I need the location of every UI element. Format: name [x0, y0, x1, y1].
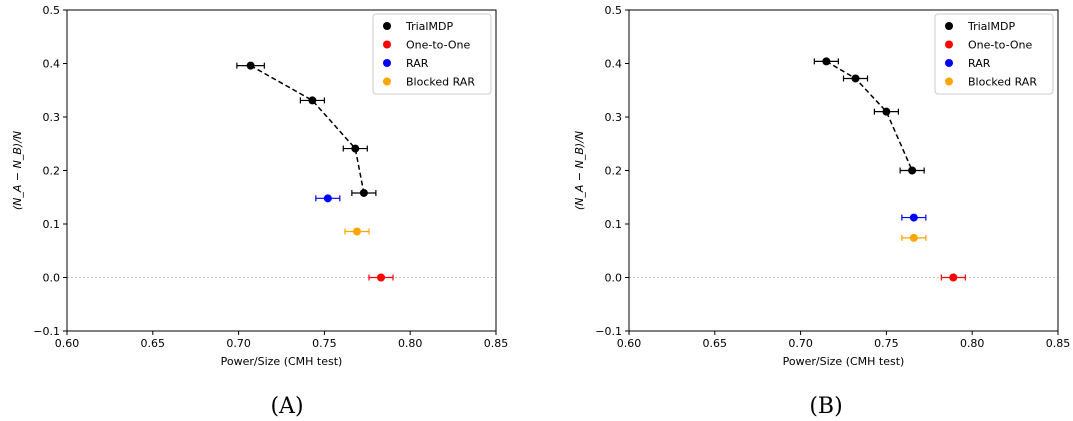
- x-tick-label: 0.80: [398, 337, 423, 350]
- y-tick-label: 0.5: [43, 4, 61, 17]
- y-tick-label: 0.4: [605, 58, 623, 71]
- legend-marker: [945, 77, 953, 86]
- legend-entry-label: One-to-One: [406, 39, 471, 52]
- x-tick-label: 0.65: [141, 337, 166, 350]
- series-rar: [901, 213, 927, 222]
- series-trialmdp: [813, 57, 925, 175]
- y-tick-label: 0.5: [605, 4, 623, 17]
- legend-entry-label: One-to-One: [968, 39, 1033, 52]
- legend-box: [372, 13, 492, 95]
- series-line: [825, 60, 913, 171]
- series-line: [250, 64, 365, 194]
- data-point: [351, 144, 360, 153]
- y-tick-label: 0.0: [605, 272, 623, 285]
- legend-entry-label: RAR: [406, 57, 429, 70]
- data-point: [851, 74, 860, 83]
- x-tick-label: 0.60: [617, 337, 642, 350]
- chart-panel-b: 0.60 0.65 0.70 0.75 0.80 0.85 −0.1 0.0 0.1 0.2 0.3…: [573, 4, 1070, 419]
- legend-marker: [945, 59, 953, 67]
- x-tick-label: 0.75: [874, 337, 899, 350]
- legend-marker: [383, 59, 391, 67]
- legend: TrialMDP One-to-One RAR Blocked RAR: [372, 13, 492, 95]
- legend-marker: [945, 40, 953, 49]
- x-tick-label: 0.60: [55, 337, 80, 350]
- series-one-to-one: [940, 273, 966, 282]
- legend-entry-label: RAR: [968, 57, 991, 70]
- legend-entry-label: TrialMDP: [967, 20, 1015, 33]
- data-point: [909, 213, 918, 222]
- chart-panel-a: 0.60 0.65 0.70 0.75 0.80 0.85 −0.1 0.0 0.1 0.2 0.3…: [11, 4, 508, 419]
- y-tick-label: 0.3: [605, 111, 623, 124]
- legend-marker: [383, 22, 391, 30]
- data-point: [949, 273, 958, 282]
- data-point: [908, 166, 917, 175]
- panel-caption: (B): [809, 394, 842, 419]
- series-rar: [315, 194, 341, 203]
- y-tick-label: 0.3: [43, 111, 61, 124]
- x-tick-label: 0.75: [312, 337, 337, 350]
- y-tick-label: 0.1: [605, 218, 623, 231]
- legend-entry-label: Blocked RAR: [968, 76, 1037, 89]
- data-point: [882, 107, 891, 116]
- data-point: [822, 57, 831, 66]
- x-tick-label: 0.85: [1046, 337, 1071, 350]
- series-blocked-rar: [901, 233, 927, 242]
- legend-entry-label: Blocked RAR: [406, 76, 475, 89]
- data-point: [359, 188, 368, 197]
- data-point: [909, 233, 918, 242]
- data-point: [246, 61, 255, 70]
- legend: TrialMDP One-to-One RAR Blocked RAR: [934, 13, 1054, 95]
- legend-marker: [945, 22, 953, 30]
- x-tick-label: 0.80: [960, 337, 985, 350]
- y-tick-label: −0.1: [595, 325, 622, 338]
- legend-box: [934, 13, 1054, 95]
- y-tick-label: 0.2: [605, 165, 623, 178]
- data-point: [353, 227, 362, 236]
- y-tick-label: 0.2: [43, 165, 61, 178]
- data-point: [308, 96, 317, 105]
- series-trialmdp: [236, 61, 377, 197]
- data-point: [377, 273, 386, 282]
- y-tick-label: 0.0: [43, 272, 61, 285]
- legend-marker: [383, 40, 391, 49]
- x-axis-label: Power/Size (CMH test): [221, 355, 343, 368]
- x-tick-label: 0.85: [484, 337, 509, 350]
- y-axis-label: (N_A − N_B)/N: [11, 131, 24, 210]
- y-axis-label: (N_A − N_B)/N: [573, 131, 586, 210]
- data-point: [323, 194, 332, 203]
- x-axis-label: Power/Size (CMH test): [783, 355, 905, 368]
- y-tick-label: −0.1: [33, 325, 60, 338]
- legend-marker: [383, 77, 391, 86]
- series-blocked-rar: [344, 227, 370, 236]
- y-tick-label: 0.4: [43, 58, 61, 71]
- panel-caption: (A): [270, 394, 303, 419]
- series-one-to-one: [368, 273, 394, 282]
- y-tick-label: 0.1: [43, 218, 61, 231]
- x-tick-label: 0.65: [703, 337, 728, 350]
- x-tick-label: 0.70: [226, 337, 251, 350]
- legend-entry-label: TrialMDP: [405, 20, 453, 33]
- x-tick-label: 0.70: [788, 337, 813, 350]
